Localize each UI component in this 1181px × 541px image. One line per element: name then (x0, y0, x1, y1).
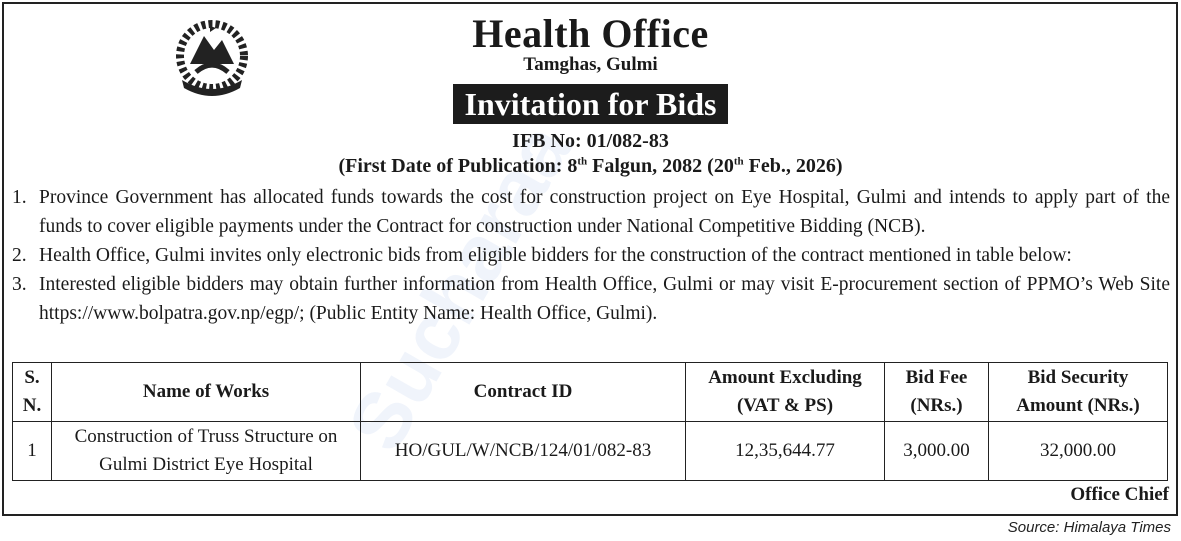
list-item: 2. Health Office, Gulmi invites only elec… (12, 245, 1072, 266)
col-bid-security: Bid Security Amount (NRs.) (988, 362, 1168, 422)
col-sn: S. N. (12, 362, 52, 422)
table-row: 1 Construction of Truss Structure on Gul… (12, 421, 1168, 481)
col-name-of-works: Name of Works (51, 362, 361, 422)
source-credit: Source: Himalaya Times (1007, 519, 1171, 536)
cell-contract-id: HO/GUL/W/NCB/124/01/082-83 (360, 421, 686, 481)
notice-frame (2, 2, 1178, 516)
cell-sn: 1 (12, 421, 52, 481)
signature: Office Chief (1070, 484, 1169, 505)
office-location: Tamghas, Gulmi (523, 54, 658, 75)
publication-date: (First Date of Publication: 8th Falgun, … (338, 155, 843, 177)
ifb-number: IFB No: 01/082-83 (512, 130, 669, 152)
list-item: 3. Interested eligible bidders may obtain… (12, 274, 1170, 324)
cell-bid-fee: 3,000.00 (884, 421, 989, 481)
cell-amount: 12,35,644.77 (685, 421, 885, 481)
banner-heading: Invitation for Bids (452, 84, 729, 124)
col-contract-id: Contract ID (360, 362, 686, 422)
works-table: S. N. Name of Works Contract ID Amount E… (12, 362, 1168, 481)
col-amount: Amount Excluding (VAT & PS) (685, 362, 885, 422)
list-item: 1. Province Government has allocated fund… (12, 187, 1170, 237)
cell-name-of-works: Construction of Truss Structure on Gulmi… (51, 421, 361, 481)
notice-items: 1. Province Government has allocated fund… (12, 183, 1170, 328)
cell-bid-security: 32,000.00 (988, 421, 1168, 481)
office-title: Health Office (472, 11, 709, 56)
nepal-emblem-icon (176, 20, 248, 96)
table-header-row: S. N. Name of Works Contract ID Amount E… (12, 362, 1168, 422)
col-bid-fee: Bid Fee (NRs.) (884, 362, 989, 422)
